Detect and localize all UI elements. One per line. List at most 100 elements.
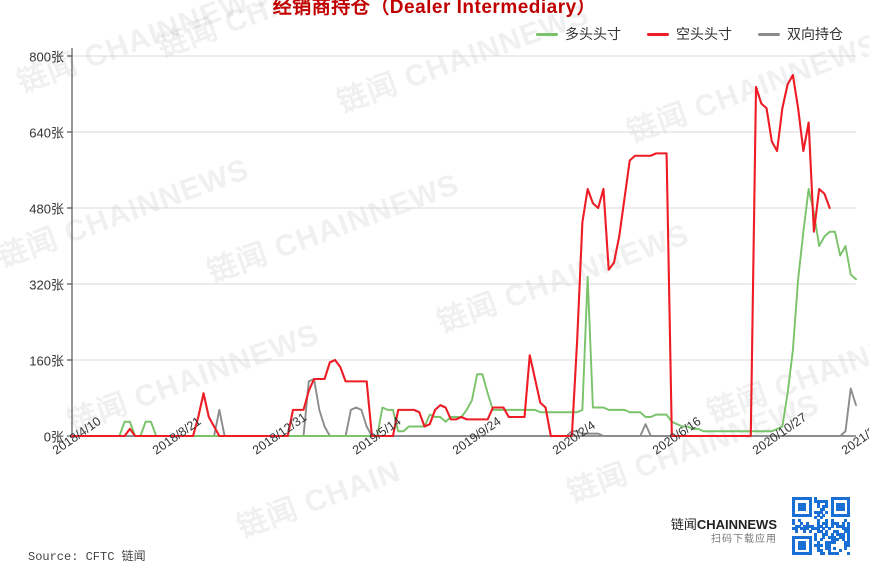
- source-note: Source: CFTC 链闻: [28, 550, 146, 564]
- qr-module: [825, 532, 829, 536]
- qr-module: [816, 505, 820, 509]
- brand-name-en: CHAINNEWS: [696, 517, 777, 533]
- qr-module: [825, 505, 829, 509]
- qr-module: [841, 535, 845, 539]
- qr-module: [808, 543, 812, 547]
- qr-module: [836, 530, 840, 534]
- qr-module: [822, 499, 826, 503]
- qr-module: [847, 508, 851, 512]
- qr-module: [827, 552, 831, 556]
- qr-module: [838, 497, 842, 500]
- qr-module: [816, 521, 820, 525]
- qr-module: [803, 535, 807, 539]
- series-line-short: [70, 73, 831, 438]
- qr-module: [836, 538, 840, 542]
- qr-module: [822, 535, 826, 539]
- qr-module: [844, 497, 848, 500]
- qr-module: [822, 513, 826, 517]
- qr-module: [816, 510, 820, 514]
- qr-module: [847, 535, 851, 539]
- qr-module: [822, 552, 826, 556]
- qr-module: [816, 502, 820, 506]
- y-tick-label: 640张: [29, 125, 64, 141]
- qr-module: [847, 502, 851, 506]
- qr-module: [841, 513, 845, 517]
- qr-module: [805, 524, 809, 528]
- qr-module: [816, 530, 820, 534]
- qr-module: [800, 502, 804, 506]
- qr-module: [792, 527, 795, 531]
- qr-module: [825, 499, 829, 503]
- qr-module: [805, 497, 809, 500]
- qr-module: [794, 513, 798, 517]
- qr-module: [819, 499, 823, 503]
- qr-module: [833, 546, 837, 550]
- qr-module: [830, 519, 834, 523]
- qr-module: [803, 513, 807, 517]
- qr-module: [814, 532, 818, 536]
- qr-module: [833, 541, 837, 545]
- qr-module: [808, 549, 812, 553]
- chart-legend: 多头头寸 空头头寸 双向持仓: [536, 24, 843, 44]
- qr-module: [838, 513, 842, 517]
- qr-module: [822, 532, 826, 536]
- qr-module: [836, 521, 840, 525]
- qr-module: [800, 552, 804, 556]
- legend-item-spread[interactable]: 双向持仓: [758, 24, 843, 44]
- y-tick-label: 0张: [43, 429, 64, 445]
- qr-module: [844, 519, 848, 523]
- qr-module: [833, 538, 837, 542]
- qr-module: [800, 497, 804, 500]
- qr-module: [847, 499, 851, 503]
- qr-module: [808, 541, 812, 545]
- qr-module: [825, 510, 829, 514]
- qr-module: [838, 532, 842, 536]
- qr-module: [805, 535, 809, 539]
- qr-module: [808, 502, 812, 506]
- qr-module: [847, 521, 851, 525]
- qr-module: [808, 505, 812, 509]
- qr-module: [822, 521, 826, 525]
- qr-module: [805, 552, 809, 556]
- qr-module: [808, 538, 812, 542]
- qr-module: [800, 535, 804, 539]
- qr-module: [827, 543, 831, 547]
- qr-code[interactable]: [791, 496, 851, 556]
- qr-module: [797, 505, 801, 509]
- qr-module: [808, 508, 812, 512]
- qr-module: [830, 502, 834, 506]
- qr-module: [792, 513, 795, 517]
- qr-module: [830, 541, 834, 545]
- chart-title: 经销商持仓（Dealer Intermediary）: [272, 0, 597, 18]
- qr-module: [825, 524, 829, 528]
- qr-module: [830, 521, 834, 525]
- qr-module: [847, 505, 851, 509]
- qr-module: [792, 499, 795, 503]
- qr-module: [794, 497, 798, 500]
- qr-module: [841, 508, 845, 512]
- qr-module: [836, 513, 840, 517]
- qr-module: [819, 552, 823, 556]
- qr-module: [830, 535, 834, 539]
- qr-module: [814, 538, 818, 542]
- qr-module: [847, 538, 851, 542]
- qr-module: [841, 497, 845, 500]
- qr-module: [833, 535, 837, 539]
- legend-swatch-spread: [758, 32, 780, 36]
- legend-item-long[interactable]: 多头头寸: [536, 24, 621, 44]
- qr-module: [816, 513, 820, 517]
- qr-module: [794, 527, 798, 531]
- legend-item-short[interactable]: 空头头寸: [647, 24, 732, 44]
- qr-module: [847, 530, 851, 534]
- qr-module: [797, 543, 801, 547]
- qr-module: [803, 530, 807, 534]
- qr-module: [803, 541, 807, 545]
- qr-module: [827, 527, 831, 531]
- qr-module: [841, 524, 845, 528]
- qr-module: [797, 502, 801, 506]
- qr-module: [792, 549, 795, 553]
- qr-module: [838, 535, 842, 539]
- qr-module: [819, 538, 823, 542]
- qr-module: [803, 552, 807, 556]
